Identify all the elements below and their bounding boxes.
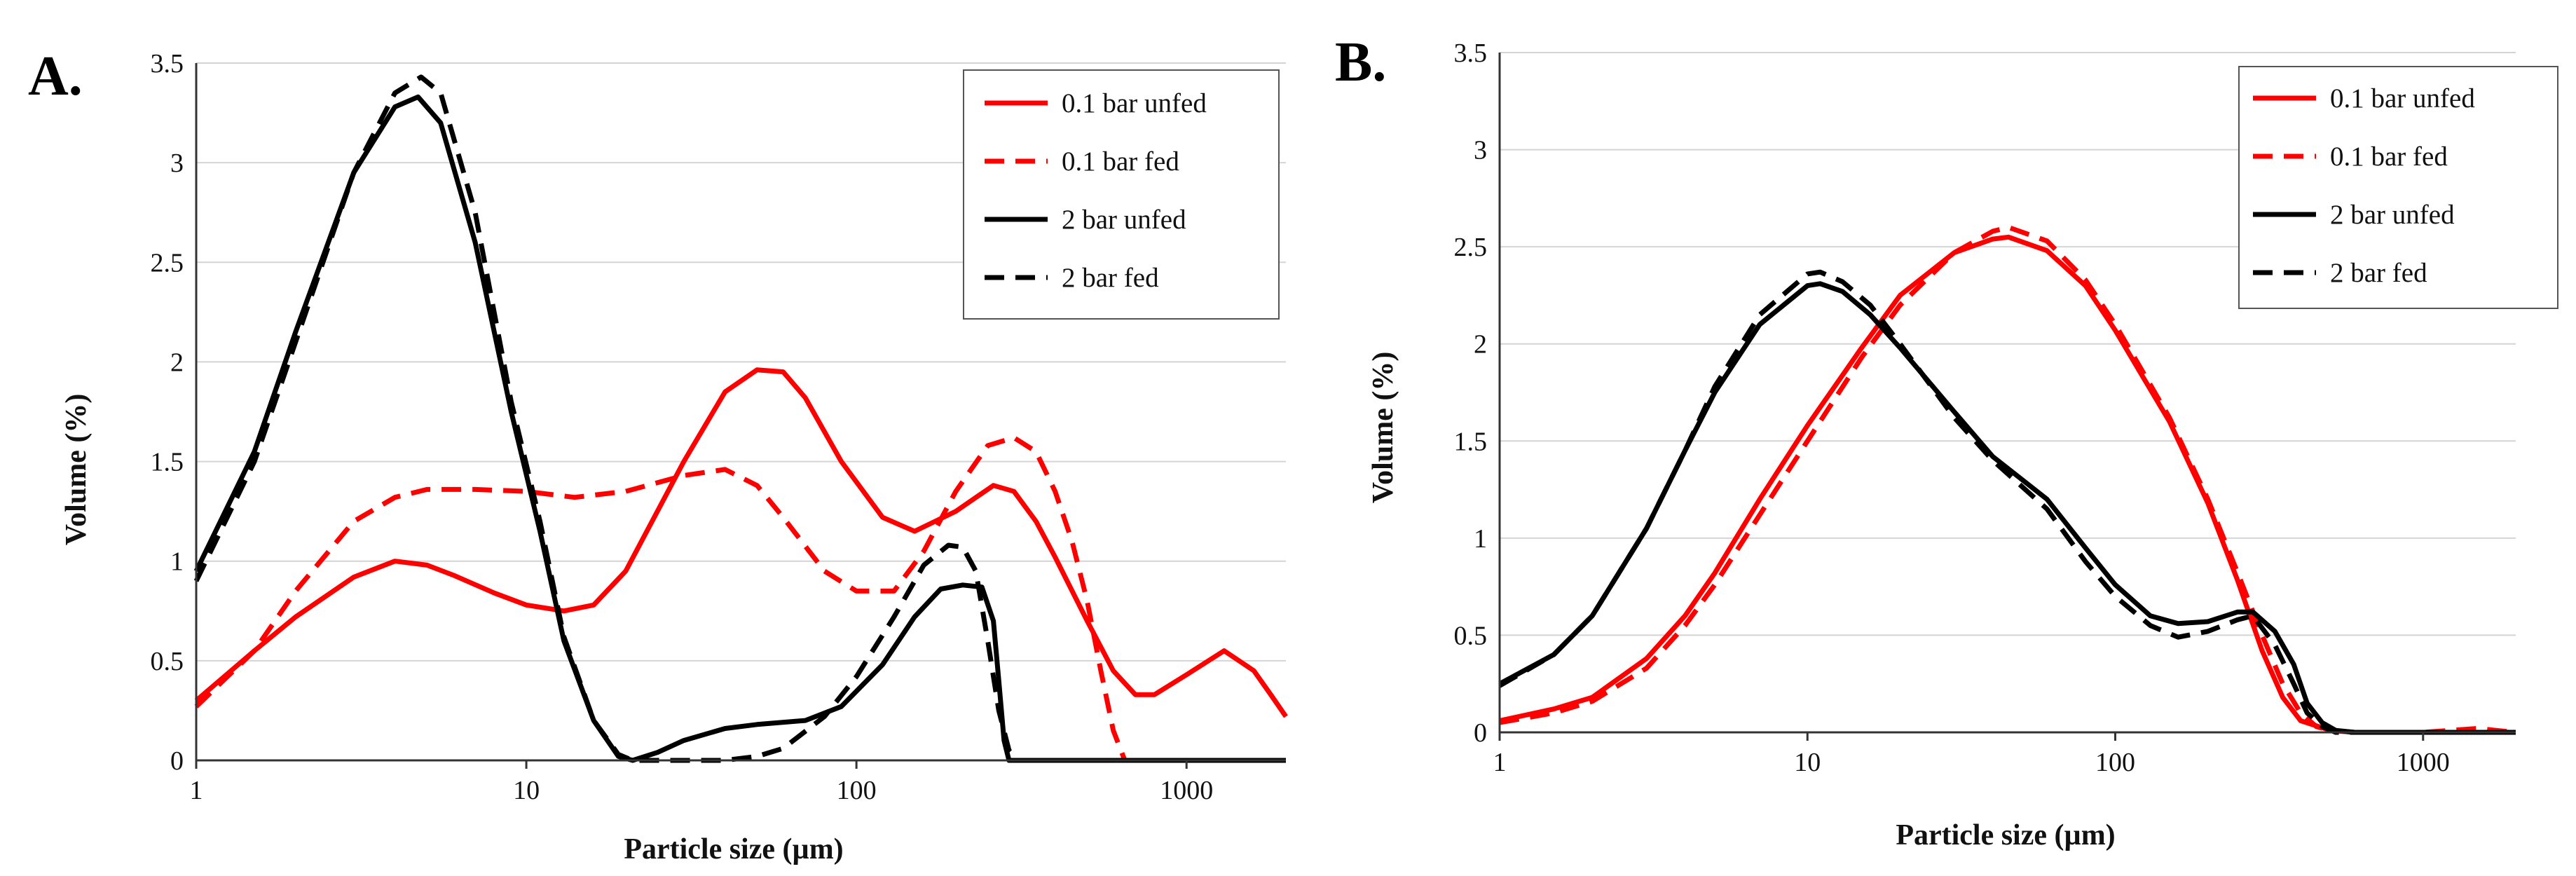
y-tick-label: 0 (170, 746, 184, 776)
y-tick-label: 0 (1474, 718, 1487, 748)
panel-label-a: A. (28, 46, 83, 107)
y-tick-label: 3.5 (1454, 39, 1488, 68)
y-tick-label: 2 (1474, 330, 1487, 360)
x-tick-label: 10 (513, 776, 540, 805)
legend-box-b (2238, 66, 2558, 309)
y-axis-label-b: Volume (%) (1367, 352, 1399, 504)
legend-label-0: 0.1 bar unfed (2330, 83, 2475, 114)
y-tick-label: 2.5 (151, 248, 184, 278)
y-tick-label: 3.5 (151, 49, 184, 78)
x-tick-label: 1000 (1160, 776, 1213, 805)
x-tick-label: 10 (1794, 748, 1821, 777)
x-tick-label: 1 (190, 776, 203, 805)
legend-b: 0.1 bar unfed 0.1 bar fed 2 bar unfed 2 bar… (2238, 66, 2558, 309)
y-tick-label: 0.5 (1454, 621, 1488, 650)
y-tick-label: 2 (170, 348, 184, 377)
legend-label-2: 2 bar unfed (1062, 205, 1186, 235)
series-lines-b (1498, 224, 2516, 735)
y-tick-label: 3 (170, 149, 184, 178)
x-tick-label: 1 (1493, 748, 1507, 777)
y-tick-label: 1 (1474, 524, 1487, 554)
y-tick-labels-a: 0 0.5 1 1.5 2 2.5 3 3.5 (151, 49, 184, 776)
legend-label-1: 0.1 bar fed (2330, 142, 2448, 172)
series-line-1 (194, 435, 1286, 763)
x-tick-labels-b: 1 10 100 1000 (1493, 748, 2450, 777)
y-tick-label: 1.5 (151, 448, 184, 477)
chart-panel-a: A. 0 0.5 1 1.5 2 2.5 3 3.5 1 10 100 1000 Particle … (28, 46, 1288, 865)
legend-label-3: 2 bar fed (1062, 263, 1159, 293)
x-axis-label-a: Particle size (µm) (624, 833, 843, 865)
y-tick-labels-b: 0 0.5 1 1.5 2 2.5 3 3.5 (1454, 39, 1488, 748)
y-tick-label: 2.5 (1454, 233, 1488, 262)
series-lines-a (193, 74, 1288, 763)
y-axis-label-a: Volume (%) (60, 394, 93, 546)
legend-label-1: 0.1 bar fed (1062, 146, 1179, 177)
series-line-3 (1498, 269, 2516, 735)
axes-b (1498, 53, 2516, 741)
panel-label-b: B. (1335, 32, 1386, 93)
y-tick-label: 3 (1474, 136, 1487, 165)
series-line-0 (1499, 234, 2516, 735)
x-tick-labels-a: 1 10 100 1000 (190, 776, 1214, 805)
x-tick-label: 100 (837, 776, 877, 805)
y-tick-label: 0.5 (151, 647, 184, 676)
axes-a (195, 63, 1286, 769)
y-tick-label: 1.5 (1454, 427, 1488, 456)
x-tick-label: 100 (2095, 748, 2135, 777)
series-line-0 (194, 367, 1288, 718)
y-tick-label: 1 (170, 547, 184, 577)
y-gridlines-a (196, 62, 1286, 662)
chart-panel-b: B. 0 0.5 1 1.5 2 2.5 3 3.5 1 10 100 1000 Particle … (1335, 32, 2558, 851)
x-tick-label: 1000 (2397, 748, 2450, 777)
legend-label-0: 0.1 bar unfed (1062, 88, 1207, 118)
legend-label-3: 2 bar fed (2330, 258, 2427, 288)
series-line-3 (193, 74, 1286, 763)
series-line-1 (1499, 224, 2516, 735)
legend-a: 0.1 bar unfed 0.1 bar fed 2 bar unfed 2 bar… (963, 69, 1280, 320)
legend-label-2: 2 bar unfed (2330, 200, 2455, 230)
x-axis-label-b: Particle size (µm) (1896, 819, 2115, 851)
